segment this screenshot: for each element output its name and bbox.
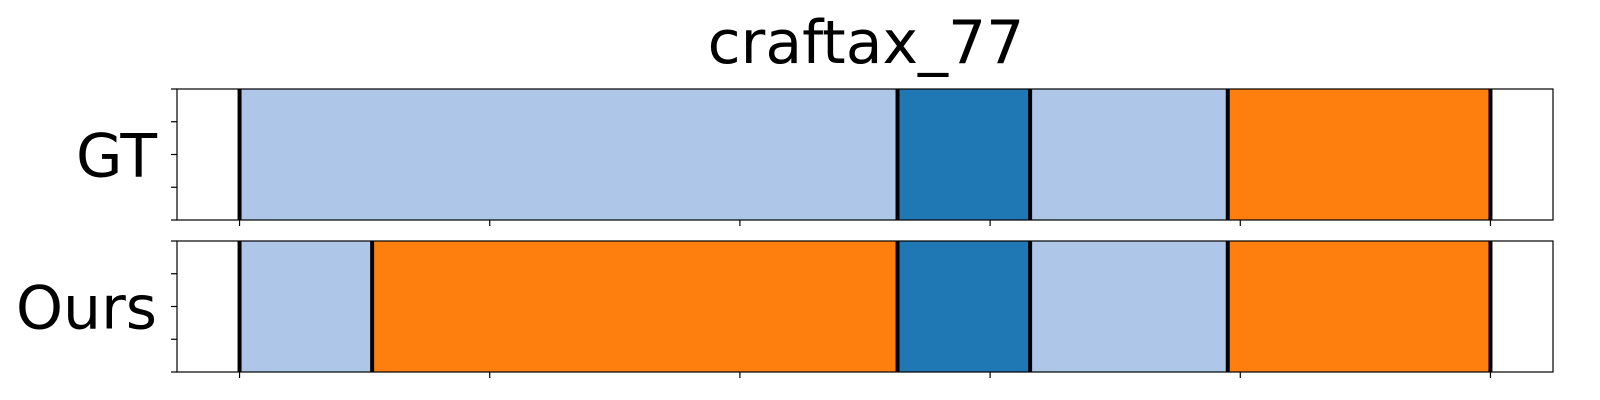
chart-title: craftax_77 [708, 8, 1025, 78]
segment-gt-3 [1030, 89, 1228, 220]
segment-gt-1 [239, 89, 898, 220]
segment-ours-3 [897, 241, 1031, 372]
panels: GT Ours [16, 88, 1554, 378]
panel-ours: Ours [16, 240, 1554, 378]
segment-gt-4 [1227, 89, 1491, 220]
panel-gt: GT [76, 88, 1554, 226]
row-label-ours: Ours [16, 274, 157, 344]
segment-ours-4 [1030, 241, 1228, 372]
segment-ours-5 [1227, 241, 1491, 372]
segment-gt-2 [897, 89, 1031, 220]
segment-ours-1 [239, 241, 373, 372]
segment-ours-2 [372, 241, 898, 372]
row-label-gt: GT [76, 122, 157, 192]
